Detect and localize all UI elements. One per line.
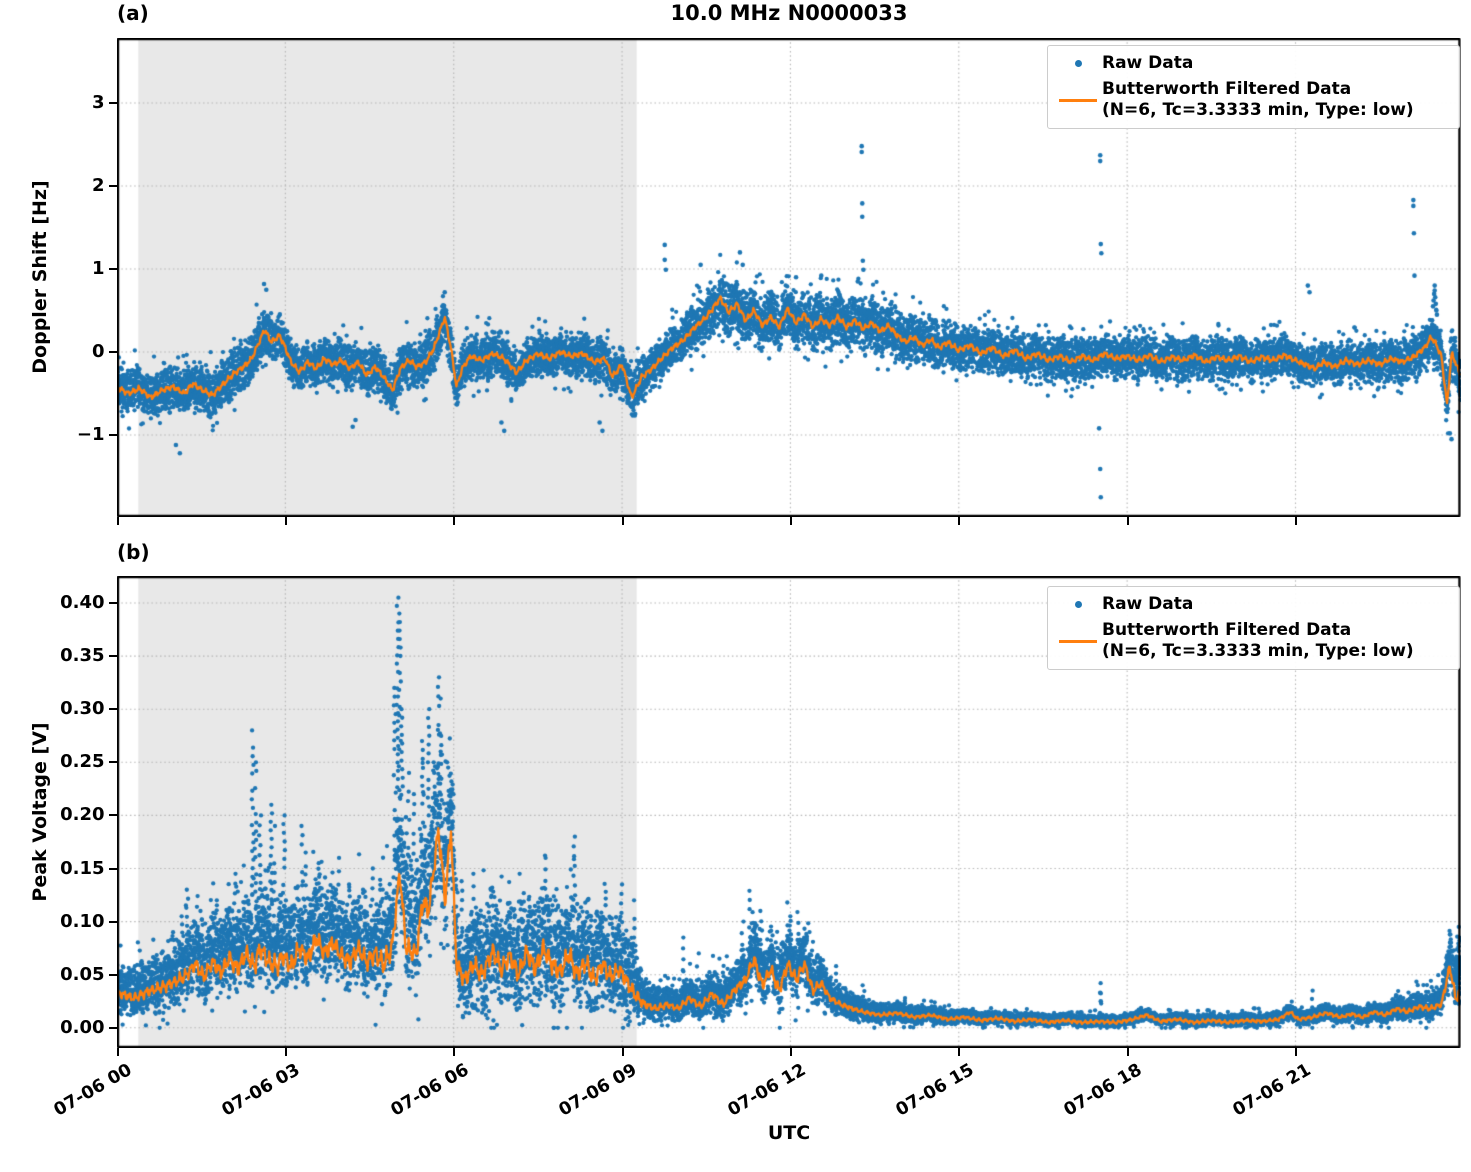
x-tick-mark <box>621 517 624 525</box>
x-tick-mark <box>116 1048 119 1056</box>
x-tick-label: 07-06 06 <box>387 1060 473 1121</box>
y-tick-mark <box>108 101 117 104</box>
x-tick-mark <box>1126 1048 1129 1056</box>
x-tick-mark <box>958 517 961 525</box>
chart-title: 10.0 MHz N0000033 <box>670 1 908 25</box>
y-tick-mark <box>108 920 117 923</box>
x-tick-label: 07-06 21 <box>1229 1060 1315 1121</box>
x-tick-label: 07-06 15 <box>892 1060 978 1121</box>
y-tick-mark <box>108 1026 117 1029</box>
x-tick-mark <box>284 517 287 525</box>
x-tick-mark <box>958 1048 961 1056</box>
y-tick-mark <box>108 708 117 711</box>
x-tick-mark <box>453 517 456 525</box>
x-tick-mark <box>284 1048 287 1056</box>
y-tick-mark <box>108 433 117 436</box>
x-tick-label: 07-06 00 <box>50 1060 136 1121</box>
y-tick-label: 0 <box>91 340 105 362</box>
x-tick-label: 07-06 12 <box>724 1060 809 1121</box>
legend-filtered-label-line1: Butterworth Filtered Data <box>1102 620 1352 640</box>
x-tick-label: 07-06 03 <box>219 1060 304 1121</box>
y-tick-mark <box>108 184 117 187</box>
y-tick-mark <box>108 814 117 817</box>
legend-raw-item: Raw Data <box>1054 594 1453 615</box>
legend-filtered-item: Butterworth Filtered Data (N=6, Tc=3.333… <box>1054 620 1453 662</box>
x-tick-label: 07-06 18 <box>1060 1060 1146 1121</box>
legend-panel-a: Raw Data Butterworth Filtered Data (N=6,… <box>1047 45 1460 129</box>
y-tick-mark <box>108 267 117 270</box>
y-tick-mark <box>108 350 117 353</box>
panel-a-label: (a) <box>117 1 149 25</box>
y-tick-label: 0.05 <box>60 963 105 985</box>
y-tick-label: 2 <box>91 174 105 196</box>
legend-raw-label: Raw Data <box>1102 594 1194 614</box>
y-tick-label: 0.15 <box>60 857 105 879</box>
filtered-line-marker-icon <box>1054 98 1102 102</box>
y-tick-label: 0.10 <box>60 910 105 932</box>
x-tick-mark <box>1126 517 1129 525</box>
y-tick-mark <box>108 601 117 604</box>
x-axis-label: UTC <box>767 1122 811 1144</box>
legend-panel-b: Raw Data Butterworth Filtered Data (N=6,… <box>1047 586 1460 670</box>
y-tick-label: 0.20 <box>60 804 105 826</box>
x-tick-mark <box>453 1048 456 1056</box>
y-tick-label: 1 <box>91 257 105 279</box>
panel-b-label: (b) <box>117 540 150 564</box>
filtered-line-marker-icon <box>1054 639 1102 643</box>
legend-filtered-label-line1: Butterworth Filtered Data <box>1102 79 1352 99</box>
y-tick-mark <box>108 761 117 764</box>
y-tick-mark <box>108 973 117 976</box>
legend-filtered-label: Butterworth Filtered Data (N=6, Tc=3.333… <box>1102 79 1414 121</box>
x-tick-mark <box>621 1048 624 1056</box>
y-tick-label: 0.35 <box>60 645 105 667</box>
legend-filtered-label: Butterworth Filtered Data (N=6, Tc=3.333… <box>1102 620 1414 662</box>
x-tick-mark <box>1295 517 1297 525</box>
x-tick-mark <box>789 517 792 525</box>
raw-data-marker-icon <box>1054 60 1102 67</box>
y-tick-label: 0.00 <box>60 1016 105 1038</box>
x-tick-label: 07-06 09 <box>555 1060 641 1121</box>
y-tick-label: 0.40 <box>60 591 105 613</box>
raw-data-marker-icon <box>1054 601 1102 608</box>
y-tick-label: −1 <box>76 423 105 445</box>
legend-filtered-label-line2: (N=6, Tc=3.3333 min, Type: low) <box>1102 641 1414 661</box>
legend-filtered-item: Butterworth Filtered Data (N=6, Tc=3.333… <box>1054 79 1453 121</box>
y-tick-mark <box>108 655 117 658</box>
legend-raw-label: Raw Data <box>1102 53 1194 73</box>
y-tick-mark <box>108 867 117 870</box>
x-tick-mark <box>789 1048 792 1056</box>
x-tick-mark <box>116 517 119 525</box>
y-tick-label: 3 <box>91 91 105 113</box>
legend-raw-item: Raw Data <box>1054 53 1453 74</box>
x-tick-mark <box>1295 1048 1297 1056</box>
y-tick-label: 0.30 <box>60 698 105 720</box>
y-tick-label: 0.25 <box>60 751 105 773</box>
legend-filtered-label-line2: (N=6, Tc=3.3333 min, Type: low) <box>1102 100 1414 120</box>
